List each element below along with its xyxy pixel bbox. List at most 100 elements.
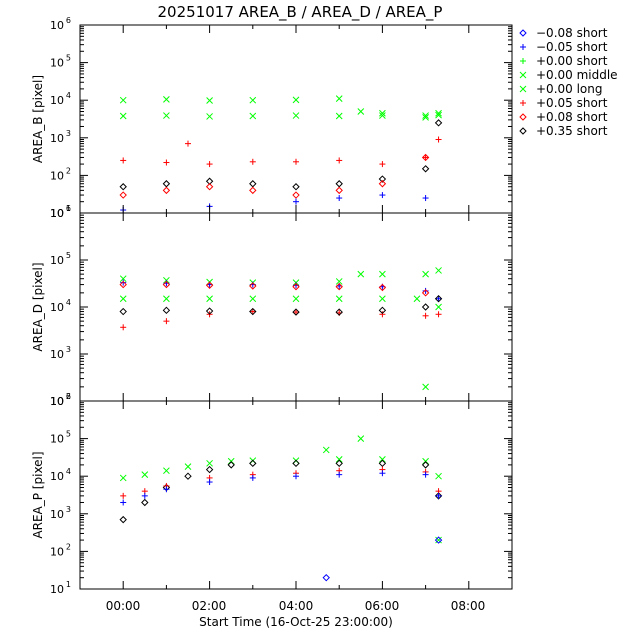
data-point-b bbox=[357, 108, 365, 115]
data-point-b bbox=[357, 270, 365, 278]
data-point bbox=[422, 270, 429, 278]
data-point bbox=[249, 96, 257, 104]
y-tick-exponent: 5 bbox=[66, 54, 71, 63]
data-point-shape bbox=[205, 183, 214, 191]
data-point-shape bbox=[378, 175, 387, 183]
data-point-b bbox=[249, 112, 257, 120]
data-point-shape bbox=[249, 459, 257, 468]
x-axis: 00:00 02:00 04:00 06:00 08:00 Start Time… bbox=[106, 599, 486, 629]
data-point-b bbox=[249, 295, 257, 303]
data-point bbox=[120, 499, 127, 506]
legend-entry: −0.05 short bbox=[520, 40, 608, 54]
data-point bbox=[379, 295, 386, 303]
data-point-shape bbox=[205, 281, 214, 289]
data-point-b bbox=[163, 112, 170, 119]
legend-entry: +0.05 short bbox=[520, 96, 608, 110]
y-tick-exponent: 6 bbox=[66, 392, 71, 401]
data-point-shape bbox=[292, 283, 300, 291]
data-point-shape bbox=[162, 306, 171, 315]
data-point-b bbox=[292, 295, 300, 303]
y-tick-label: 10 bbox=[50, 169, 64, 182]
data-point bbox=[379, 470, 386, 477]
data-point-b bbox=[422, 112, 429, 119]
legend-entry: +0.00 short bbox=[520, 54, 608, 68]
data-point bbox=[293, 158, 299, 165]
legend-symbol bbox=[519, 71, 527, 79]
data-point-b bbox=[249, 96, 257, 104]
data-point bbox=[335, 295, 343, 303]
data-point bbox=[335, 180, 343, 188]
data-point bbox=[206, 113, 213, 120]
data-point bbox=[435, 492, 442, 499]
legend-label: +0.00 long bbox=[536, 82, 603, 96]
data-point bbox=[421, 165, 430, 173]
data-point-b bbox=[435, 109, 442, 117]
legend-symbol bbox=[519, 85, 527, 93]
data-point bbox=[249, 474, 256, 481]
data-point-shape bbox=[322, 573, 330, 582]
y-tick-label: 10 bbox=[50, 94, 64, 107]
data-point bbox=[378, 175, 387, 183]
data-point-shape bbox=[378, 180, 387, 188]
data-point bbox=[163, 486, 170, 493]
data-point bbox=[322, 446, 330, 454]
data-point-shape bbox=[421, 153, 430, 162]
data-point bbox=[292, 295, 300, 303]
data-point bbox=[335, 308, 343, 316]
panel-area-d-frame bbox=[79, 212, 513, 402]
legend-label: +0.35 short bbox=[536, 124, 608, 138]
data-point-b bbox=[379, 295, 386, 303]
data-point bbox=[205, 281, 214, 289]
x-tick-label: 06:00 bbox=[365, 599, 400, 613]
legend-label: −0.08 short bbox=[536, 26, 608, 40]
data-point bbox=[335, 456, 343, 463]
data-point-shape bbox=[335, 308, 343, 316]
data-point-b bbox=[163, 96, 170, 103]
data-point-b bbox=[413, 295, 421, 303]
data-point-shape bbox=[434, 295, 443, 303]
y-tick-exponent: 2 bbox=[66, 392, 71, 401]
data-point-shape bbox=[434, 119, 443, 127]
legend-entry: +0.35 short bbox=[519, 124, 608, 138]
data-point bbox=[293, 309, 299, 316]
data-point bbox=[249, 307, 257, 316]
data-point bbox=[163, 318, 170, 325]
data-point-shape bbox=[249, 307, 257, 316]
data-point-b bbox=[422, 383, 429, 391]
data-point bbox=[120, 324, 127, 331]
panel-area-b-ylabel: AREA_B [pixel] bbox=[31, 75, 45, 163]
y-tick-exponent: 1 bbox=[66, 204, 71, 213]
legend-symbol-mark-b bbox=[519, 85, 527, 93]
data-point bbox=[379, 192, 386, 199]
y-tick-exponent: 3 bbox=[66, 505, 71, 514]
panel-area-p-marks bbox=[119, 435, 443, 582]
data-point bbox=[379, 112, 386, 119]
data-point bbox=[422, 312, 429, 319]
data-point bbox=[378, 459, 387, 468]
data-point-shape bbox=[378, 306, 387, 315]
legend-symbol bbox=[520, 100, 526, 106]
data-point-b bbox=[335, 95, 343, 102]
y-tick-label: 10 bbox=[50, 57, 64, 70]
legend-entry: +0.00 long bbox=[519, 82, 603, 96]
y-tick-label: 10 bbox=[50, 207, 64, 220]
data-point bbox=[292, 191, 300, 199]
data-point-b bbox=[435, 303, 442, 311]
data-point-b bbox=[163, 467, 170, 475]
panel-area-b-frame bbox=[79, 24, 513, 214]
data-point bbox=[422, 113, 429, 121]
data-point-b bbox=[184, 463, 192, 470]
panel-area-b-marks bbox=[119, 95, 443, 214]
y-tick-label: 10 bbox=[50, 301, 64, 314]
data-point bbox=[435, 267, 442, 274]
data-point bbox=[162, 180, 171, 188]
panel-area-p-ylabel: AREA_P [pixel] bbox=[31, 451, 45, 538]
data-point bbox=[119, 96, 127, 104]
data-point-shape bbox=[205, 465, 214, 474]
data-point bbox=[292, 283, 300, 291]
data-point-b bbox=[379, 270, 386, 278]
data-point bbox=[357, 270, 365, 278]
data-point-shape bbox=[227, 461, 235, 469]
